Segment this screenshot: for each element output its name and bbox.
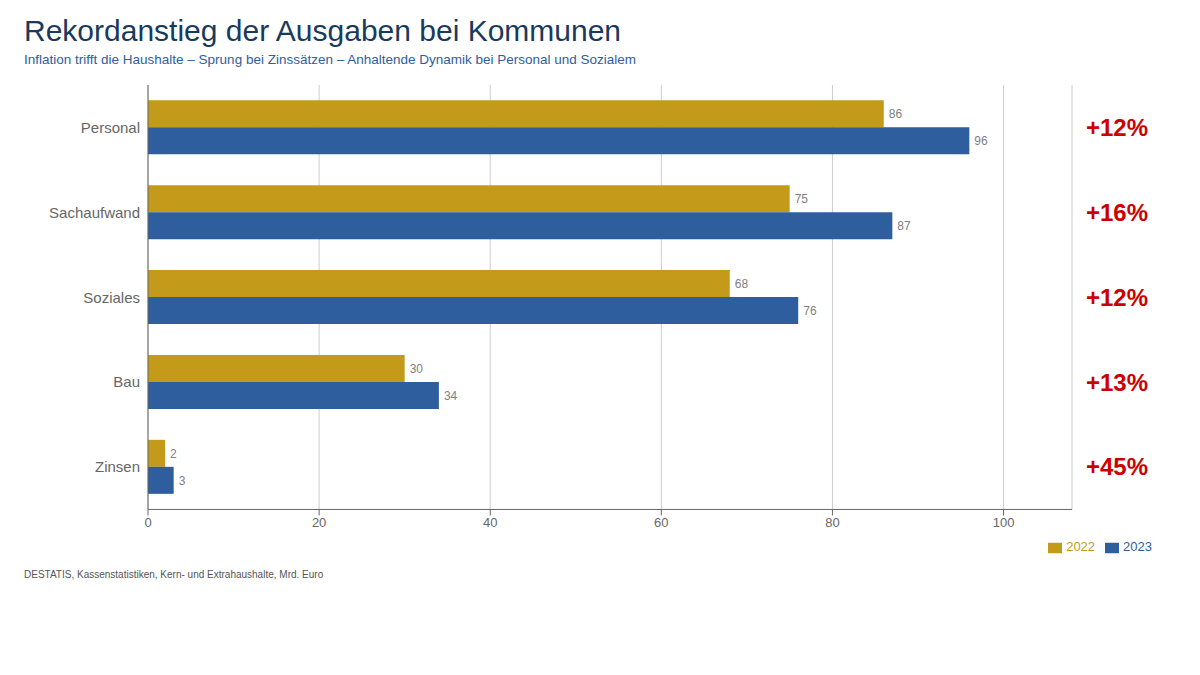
html-text:2023: 2023: [1123, 539, 1152, 555]
svg-text:60: 60: [654, 515, 668, 530]
svg-text:+12%: +12%: [1086, 114, 1148, 141]
svg-text:+45%: +45%: [1086, 453, 1148, 480]
html-text:Inflation trifft die Haushalte: Inflation trifft die Haushalte – Sprung …: [24, 52, 637, 67]
svg-text:96: 96: [974, 134, 988, 148]
svg-text:3: 3: [179, 474, 186, 488]
svg-text:0: 0: [144, 515, 151, 530]
svg-text:+13%: +13%: [1086, 369, 1148, 396]
svg-text:75: 75: [795, 192, 809, 206]
svg-text:76: 76: [803, 304, 817, 318]
svg-text:+16%: +16%: [1086, 199, 1148, 226]
svg-text:86: 86: [889, 107, 903, 121]
html-text:DESTATIS, Kassenstatistiken, K: DESTATIS, Kassenstatistiken, Kern- und E…: [24, 569, 324, 580]
html-text:2022: 2022: [1066, 539, 1096, 555]
svg-text:Sachaufwand: Sachaufwand: [49, 204, 140, 221]
svg-text:80: 80: [825, 515, 839, 530]
svg-text:+12%: +12%: [1086, 284, 1148, 311]
html-text:Rekordanstieg der Ausgaben bei: Rekordanstieg der Ausgaben bei Kommunen: [24, 14, 622, 47]
svg-text:20: 20: [312, 515, 326, 530]
svg-text:34: 34: [444, 389, 458, 403]
svg-text:30: 30: [410, 362, 424, 376]
svg-text:Zinsen: Zinsen: [95, 458, 140, 475]
svg-text:68: 68: [735, 277, 749, 291]
svg-text:2: 2: [170, 447, 177, 461]
svg-text:Personal: Personal: [81, 119, 140, 136]
svg-text:87: 87: [897, 219, 911, 233]
svg-text:Soziales: Soziales: [83, 289, 140, 306]
svg-text:Bau: Bau: [113, 373, 140, 390]
svg-text:40: 40: [483, 515, 497, 530]
svg-text:100: 100: [993, 515, 1015, 530]
